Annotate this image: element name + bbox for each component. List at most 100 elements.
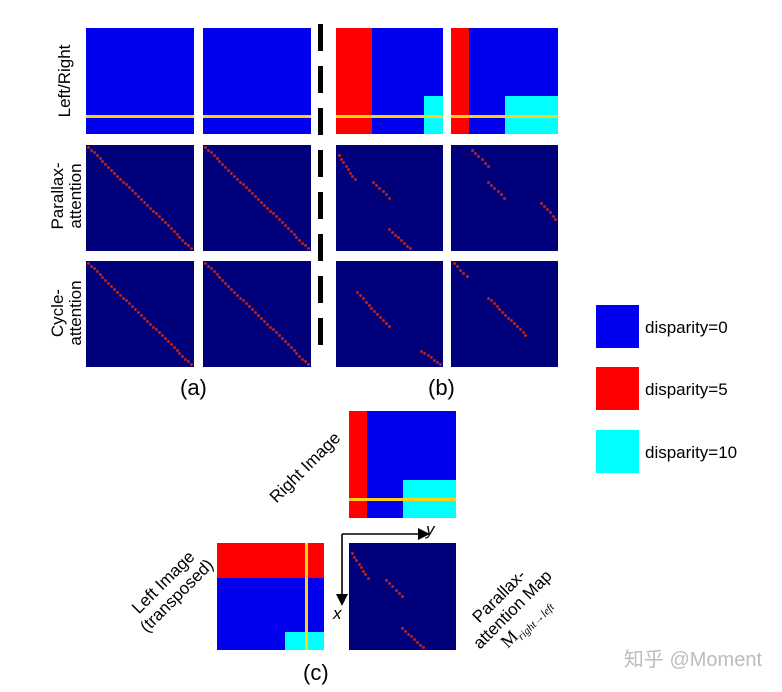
attention-dot [423, 351, 427, 355]
scanline [451, 115, 558, 118]
attention-dot [286, 343, 290, 347]
attention-dot [455, 265, 459, 269]
attention-dot [503, 196, 506, 200]
row-label-cycle-line1: Cycle- [48, 288, 67, 338]
attention-dot [524, 333, 528, 337]
attention-dot [160, 218, 164, 222]
attention-dot [295, 351, 299, 355]
b-parallax-attention-2 [451, 145, 558, 251]
attention-dot [131, 305, 135, 309]
a-parallax-attention-2 [203, 145, 311, 251]
attention-dot [134, 308, 138, 312]
attention-dot [139, 197, 143, 201]
attention-dot [546, 208, 549, 212]
attention-dot [98, 273, 102, 277]
c-parallax-attention-map [349, 543, 456, 650]
attention-dot [128, 186, 132, 190]
attention-dot [230, 171, 234, 175]
attention-dot [236, 177, 240, 181]
attention-dot [439, 363, 443, 367]
attention-dot [280, 221, 284, 225]
attention-dot [95, 154, 99, 158]
attention-dot [137, 195, 141, 199]
attention-dot [391, 585, 395, 589]
attention-dot [262, 319, 266, 323]
attention-dot [515, 325, 519, 329]
attention-dot [358, 294, 362, 298]
b-parallax-attention-1 [336, 145, 443, 251]
attention-dot [382, 319, 386, 323]
attention-dot [350, 552, 354, 556]
axis-y-label: y [426, 520, 435, 539]
attention-dot [145, 203, 149, 207]
divider-dash [318, 318, 323, 345]
attention-dot [340, 157, 343, 161]
attention-dot [388, 325, 391, 329]
attention-dot [349, 171, 353, 175]
attention-dot [125, 299, 129, 303]
attention-dot [89, 148, 93, 152]
attention-dot [181, 238, 185, 242]
attention-dot [251, 308, 255, 312]
legend-swatch-disparity-5 [596, 367, 639, 410]
attention-dot [379, 315, 383, 319]
attention-dot [262, 203, 266, 207]
attention-dot [504, 313, 508, 317]
attention-dot [122, 296, 126, 300]
attention-dot [353, 555, 356, 559]
divider-dash [318, 108, 323, 135]
attention-dot [175, 232, 179, 236]
c-left-image-transposed [217, 543, 324, 650]
caption-b: (b) [428, 375, 455, 400]
attention-dot [498, 308, 502, 311]
attention-dot [490, 183, 494, 187]
attention-dot [218, 276, 222, 280]
attention-dot [265, 322, 269, 326]
attention-dot [172, 229, 176, 233]
pam-label: Parallax- attention Map Mright→left [443, 540, 587, 684]
attention-dot [403, 241, 407, 245]
attention-dot [351, 174, 355, 178]
disparity-5-region [349, 411, 367, 518]
attention-dot [251, 192, 255, 196]
attention-dot [181, 354, 185, 358]
attention-dot [543, 204, 547, 208]
attention-dot [509, 319, 513, 323]
attention-dot [113, 287, 117, 291]
row-label-left-right: Left/Right [55, 44, 74, 118]
attention-dot [256, 197, 260, 201]
attention-dot [367, 303, 371, 307]
attention-dot [298, 354, 302, 358]
attention-dot [184, 357, 188, 361]
disparity-10-region [285, 632, 324, 650]
attention-dot [271, 328, 275, 332]
attention-dot [125, 183, 129, 187]
divider-dash [318, 24, 323, 51]
attention-dot [301, 241, 305, 245]
attention-dot [465, 275, 469, 279]
attention-dot [227, 168, 231, 172]
attention-dot [420, 349, 424, 353]
attention-dot [489, 299, 493, 303]
attention-dot [166, 340, 170, 344]
attention-dot [245, 186, 249, 190]
attention-dot [295, 235, 299, 239]
attention-dot [359, 566, 363, 570]
attention-dot [233, 290, 237, 294]
attention-dot [92, 267, 96, 271]
attention-dot [148, 322, 152, 326]
attention-dot [89, 264, 93, 268]
attention-dot [236, 293, 240, 297]
attention-dot [178, 235, 182, 239]
a-left-image-2 [203, 28, 311, 134]
attention-dot [122, 180, 126, 184]
attention-dot [157, 215, 161, 219]
attention-dot [307, 363, 311, 367]
attention-dot [404, 629, 408, 633]
attention-dot [419, 643, 423, 647]
row-label-parallax-line2: attention [66, 163, 85, 229]
attention-dot [134, 192, 138, 196]
b-right-image [451, 28, 558, 134]
attention-dot [362, 569, 366, 573]
divider-dash [318, 192, 323, 219]
